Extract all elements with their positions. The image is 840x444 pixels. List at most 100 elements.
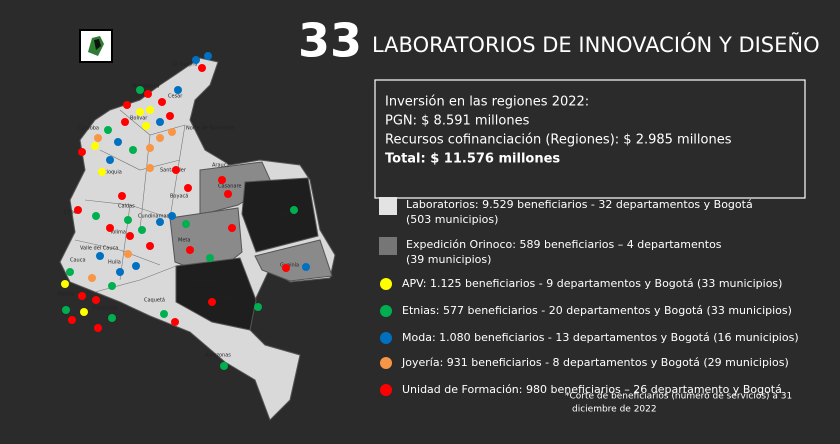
map-label: Magdalena xyxy=(132,84,160,90)
legend-text: Expedición Orinoco: 589 beneficiarios – … xyxy=(406,238,722,251)
footnote: *Corte de beneficiarios (número de servi… xyxy=(565,392,792,402)
investment-total: Total: $ 11.576 millones xyxy=(385,152,560,167)
legend-text: (503 municipios) xyxy=(406,213,498,226)
map-dot xyxy=(94,134,102,142)
map-label: Boyacá xyxy=(170,193,188,200)
icon xyxy=(79,29,113,63)
legend-text: Laboratorios: 9.529 beneficiarios - 32 d… xyxy=(406,198,753,211)
map-dot xyxy=(78,292,86,300)
map-label: Vaupés xyxy=(218,295,237,302)
map-dot xyxy=(218,176,226,184)
map-dot xyxy=(61,280,69,288)
map-label: Caldas xyxy=(118,204,135,210)
map xyxy=(59,57,336,421)
legend-text: APV: 1.125 beneficiarios - 9 departament… xyxy=(402,277,782,290)
map-dot xyxy=(168,212,176,220)
map-dot xyxy=(254,303,262,311)
map-dot xyxy=(228,224,236,232)
map-dot xyxy=(282,264,290,272)
map-dot xyxy=(106,156,114,164)
map-dot xyxy=(186,246,194,254)
map-dot xyxy=(124,216,132,224)
map-dot xyxy=(94,324,102,332)
legend-text: Etnias: 577 beneficiarios - 20 departame… xyxy=(402,304,792,317)
map-dot xyxy=(132,262,140,270)
map-dot xyxy=(104,126,112,134)
map-dot xyxy=(290,206,298,214)
map-dot xyxy=(144,90,152,98)
map-dot xyxy=(198,64,206,72)
headline-number: 33 xyxy=(298,14,362,68)
map-label: Amazonas xyxy=(205,353,231,359)
map-dot xyxy=(156,134,164,142)
map-label: Chocó xyxy=(64,209,80,216)
map-dot xyxy=(138,226,146,234)
map-dot xyxy=(116,268,124,276)
map-dot xyxy=(106,224,114,232)
map-dot xyxy=(142,122,150,130)
legend-text: Moda: 1.080 beneficiarios - 13 departame… xyxy=(402,331,799,344)
map-dot xyxy=(136,108,144,116)
region-orinoco xyxy=(254,239,333,282)
map-label: Huila xyxy=(108,260,121,266)
map-dot xyxy=(204,52,212,60)
map-dot xyxy=(91,142,99,150)
map-label: Caquetá xyxy=(144,297,165,304)
map-label: Antioquia xyxy=(98,170,122,176)
map-dots xyxy=(61,52,310,370)
map-dot xyxy=(182,220,190,228)
map-dot xyxy=(158,98,166,106)
map-dot xyxy=(123,101,131,109)
map-dot xyxy=(208,298,216,306)
region-dark xyxy=(241,177,319,253)
map-dot xyxy=(124,250,132,258)
map-dot xyxy=(171,318,179,326)
map-dot xyxy=(126,232,134,240)
map-dot xyxy=(156,218,164,226)
map-dot xyxy=(78,148,86,156)
legend-text: Joyería: 931 beneficiarios - 8 departame… xyxy=(401,356,789,369)
map-label: Casanare xyxy=(218,184,241,190)
map-label: Vichada xyxy=(268,211,288,217)
investment: Inversión en las regiones 2022: PGN: $ 8.… xyxy=(385,95,732,167)
map-dot xyxy=(146,106,154,114)
map-labels: La Guajira Magdalena Cesar Córdoba Bolívar No… xyxy=(58,62,299,359)
map-dot xyxy=(68,316,76,324)
map-dot xyxy=(62,306,70,314)
map-label: Arauca xyxy=(212,163,230,169)
map-label: Bolívar xyxy=(130,115,148,122)
map-dot xyxy=(108,282,116,290)
map-label: Tolima xyxy=(109,230,126,236)
map-label: Nariño xyxy=(58,292,74,298)
map-label: Norte de Santander xyxy=(186,126,236,132)
map-dot xyxy=(92,212,100,220)
legend-text: Unidad de Formación: 980 beneficiarios –… xyxy=(402,383,782,396)
legend: Laboratorios: 9.529 beneficiarios - 32 d… xyxy=(379,197,799,396)
map-dot xyxy=(184,184,192,192)
map-label: Cesar xyxy=(168,94,183,100)
map-dot xyxy=(192,56,200,64)
map-dot xyxy=(96,252,104,260)
map-dot xyxy=(129,146,137,154)
map-dot xyxy=(146,144,154,152)
legend-swatch xyxy=(380,332,392,344)
map-dot xyxy=(118,192,126,200)
map-dot xyxy=(220,362,228,370)
investment-line: Inversión en las regiones 2022: xyxy=(385,95,589,110)
investment-line: PGN: $ 8.591 millones xyxy=(385,114,530,129)
map-dot xyxy=(121,118,129,126)
map-label: Putumayo xyxy=(92,306,117,312)
legend-swatch xyxy=(380,384,392,396)
map-dot xyxy=(92,296,100,304)
map-label: Guainía xyxy=(280,262,299,269)
legend-swatch xyxy=(380,357,392,369)
footnote: diciembre de 2022 xyxy=(572,405,657,415)
map-dot xyxy=(114,138,122,146)
map-dot xyxy=(98,168,106,176)
map-dot xyxy=(146,164,154,172)
legend-swatch xyxy=(379,237,397,255)
map-label: La Guajira xyxy=(172,62,197,68)
map-dot xyxy=(160,310,168,318)
